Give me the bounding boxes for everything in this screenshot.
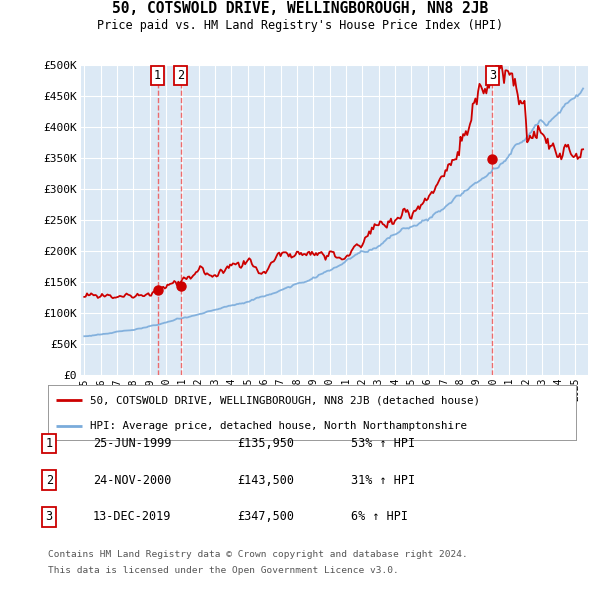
Text: 13-DEC-2019: 13-DEC-2019 — [93, 510, 172, 523]
Text: This data is licensed under the Open Government Licence v3.0.: This data is licensed under the Open Gov… — [48, 566, 399, 575]
Text: 3: 3 — [489, 69, 496, 82]
Text: £135,950: £135,950 — [237, 437, 294, 450]
Text: 53% ↑ HPI: 53% ↑ HPI — [351, 437, 415, 450]
Text: Price paid vs. HM Land Registry's House Price Index (HPI): Price paid vs. HM Land Registry's House … — [97, 19, 503, 32]
Text: 50, COTSWOLD DRIVE, WELLINGBOROUGH, NN8 2JB: 50, COTSWOLD DRIVE, WELLINGBOROUGH, NN8 … — [112, 2, 488, 17]
Text: 2: 2 — [177, 69, 184, 82]
Text: 31% ↑ HPI: 31% ↑ HPI — [351, 474, 415, 487]
Text: 1: 1 — [46, 437, 53, 450]
Text: 2: 2 — [46, 474, 53, 487]
Text: HPI: Average price, detached house, North Northamptonshire: HPI: Average price, detached house, Nort… — [90, 421, 467, 431]
Text: 1: 1 — [154, 69, 161, 82]
Text: 25-JUN-1999: 25-JUN-1999 — [93, 437, 172, 450]
Text: 6% ↑ HPI: 6% ↑ HPI — [351, 510, 408, 523]
Text: 3: 3 — [46, 510, 53, 523]
Text: £347,500: £347,500 — [237, 510, 294, 523]
Text: 50, COTSWOLD DRIVE, WELLINGBOROUGH, NN8 2JB (detached house): 50, COTSWOLD DRIVE, WELLINGBOROUGH, NN8 … — [90, 395, 480, 405]
Text: £143,500: £143,500 — [237, 474, 294, 487]
Text: 24-NOV-2000: 24-NOV-2000 — [93, 474, 172, 487]
Text: Contains HM Land Registry data © Crown copyright and database right 2024.: Contains HM Land Registry data © Crown c… — [48, 550, 468, 559]
